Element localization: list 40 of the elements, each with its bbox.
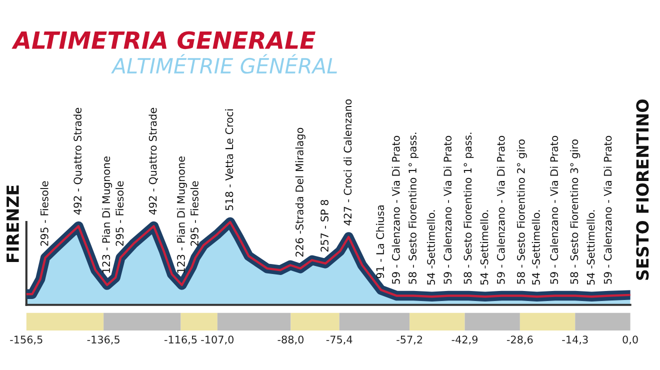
x-tick-label: 0,0 bbox=[622, 336, 638, 345]
chart-subtitle: ALTIMÉTRIE GÉNÉRAL bbox=[111, 54, 337, 74]
x-tick-label: -28,6 bbox=[506, 336, 533, 345]
x-tick-label: -136,5 bbox=[87, 336, 120, 345]
x-tick-label: -57,2 bbox=[396, 336, 422, 345]
annotation: 54 -Settimello. bbox=[532, 210, 540, 285]
chart-title: ALTIMETRIA GENERALE bbox=[12, 31, 316, 50]
annotation: FIRENZE bbox=[6, 186, 19, 262]
annotation: 59 - Calenzano - Via Di Prato bbox=[392, 136, 400, 284]
annotation: 59 - Calenzano - Via Di Prato bbox=[604, 136, 612, 284]
annotation: 58 - Sesto Fiorentino 2° giro bbox=[516, 139, 527, 284]
annotation: SESTO FIORENTINO bbox=[636, 100, 649, 280]
annotation: 518 - Vetta Le Croci bbox=[225, 109, 234, 210]
annotation: 59 - Calenzano - Via Di Prato bbox=[550, 136, 558, 284]
x-tick-label: -156,5 bbox=[10, 336, 42, 345]
annotation: 59 - Calenzano - Via Di Prato bbox=[496, 136, 505, 284]
annotation: 54 -Settimello. bbox=[426, 210, 435, 285]
annotation: 492 - Quattro Strade bbox=[148, 108, 158, 215]
x-tick-label: -107,0 bbox=[201, 336, 234, 345]
annotation: 54 -Settimello. bbox=[586, 210, 595, 285]
x-tick-label: -75,4 bbox=[326, 336, 352, 345]
x-tick-label: -14,3 bbox=[562, 336, 588, 345]
annotation: 123 - Pian Di Mugnone bbox=[176, 156, 187, 273]
x-tick-label: -42,9 bbox=[452, 336, 478, 345]
annotation: 58 - Sesto Fiorentino 1° pass. bbox=[464, 132, 474, 284]
x-tick-label: -88,0 bbox=[278, 336, 304, 345]
annotation: 427 - Croci di Calenzano bbox=[344, 99, 352, 226]
annotation: 59 - Calenzano - Via Di Prato bbox=[444, 136, 452, 284]
annotation: 91 - La Chiusa bbox=[376, 205, 384, 278]
annotation: 226 -Strada Del Miralago bbox=[295, 128, 306, 257]
annotation: 54 -Settimello. bbox=[480, 210, 488, 285]
annotation: 58 - Sesto Fiorentino 3° giro bbox=[570, 139, 580, 284]
x-tick-label: -116,5 bbox=[164, 336, 197, 345]
annotation: 295 - Fiesole bbox=[116, 181, 124, 246]
annotation: 257 - SP 8 bbox=[320, 200, 328, 252]
annotation: 295 - Fiesole bbox=[190, 181, 198, 246]
annotation: 123 - Pian Di Mugnone bbox=[102, 156, 112, 273]
annotation: 58 - Sesto Fiorentino 1° pass. bbox=[408, 132, 418, 284]
annotation: 492 - Quattro Strade bbox=[73, 108, 83, 215]
annotation: 295 - Fiesole bbox=[40, 181, 48, 246]
